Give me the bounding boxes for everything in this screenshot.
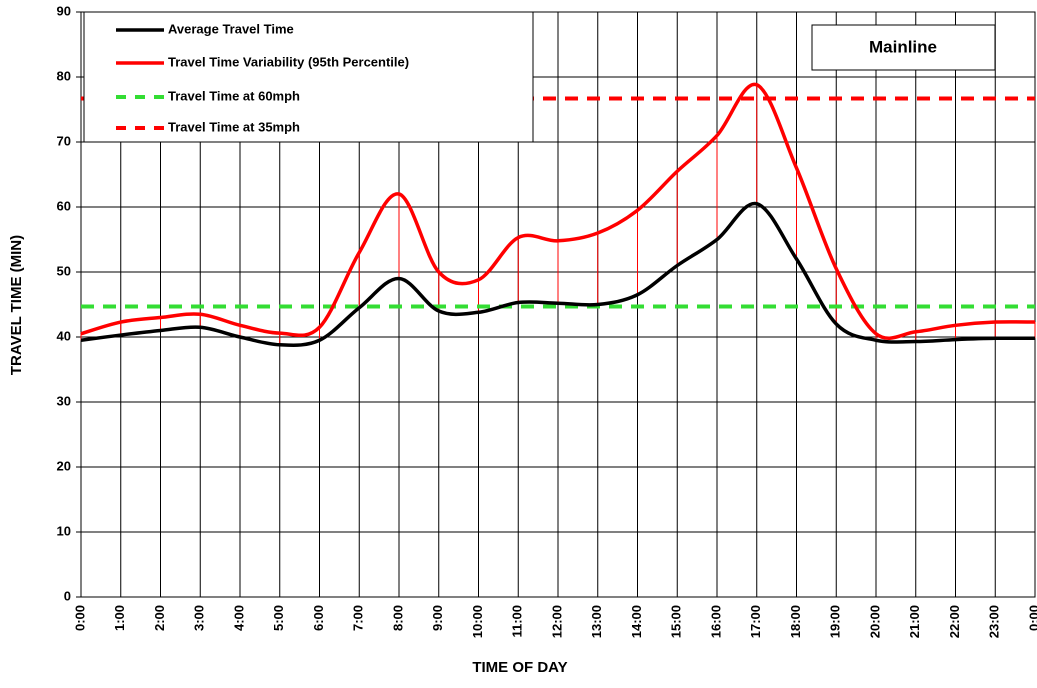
grid: 0 10 20 30 40 50 60 70 80 90 0:00 1:00 2:00 3:00 4:00 5… [57, 3, 1037, 638]
y-tick-label: 60 [57, 198, 71, 213]
x-tick-label: 5:00 [271, 605, 286, 631]
x-tick-label: 4:00 [231, 605, 246, 631]
x-tick-label: 0:00 [72, 605, 87, 631]
x-tick-label: 21:00 [907, 605, 922, 638]
x-tick-label: 12:00 [549, 605, 564, 638]
x-tick-label: 20:00 [867, 605, 882, 638]
x-tick-label: 0:00 [1026, 605, 1037, 631]
legend-label: Average Travel Time [168, 21, 294, 36]
legend-label: Travel Time at 60mph [168, 88, 300, 103]
y-tick-label: 80 [57, 68, 71, 83]
x-tick-label: 16:00 [708, 605, 723, 638]
x-tick-label: 18:00 [788, 605, 803, 638]
annotation-box [811, 24, 996, 71]
x-axis-title: TIME OF DAY [472, 659, 567, 676]
series-line [80, 201, 1036, 347]
x-tick-label: 17:00 [748, 605, 763, 638]
x-tick-label: 19:00 [828, 605, 843, 638]
x-tick-label: 15:00 [669, 605, 684, 638]
y-tick-label: 10 [57, 523, 71, 538]
x-tick-label: 7:00 [351, 605, 366, 631]
legend-box [83, 11, 534, 143]
series-line [80, 82, 1036, 340]
y-tick-label: 40 [57, 328, 71, 343]
x-tick-label: 13:00 [589, 605, 604, 638]
x-tick-label: 8:00 [390, 605, 405, 631]
y-tick-label: 0 [64, 588, 71, 603]
x-tick-label: 23:00 [987, 605, 1002, 638]
x-tick-label: 1:00 [112, 605, 127, 631]
y-tick-label: 90 [57, 3, 71, 18]
x-tick-label: 3:00 [192, 605, 207, 631]
y-tick-label: 20 [57, 458, 71, 473]
x-tick-label: 6:00 [311, 605, 326, 631]
x-tick-label: 2:00 [152, 605, 167, 631]
legend: Average Travel Time Travel Time Variabili… [116, 21, 409, 134]
x-tick-label: 10:00 [470, 605, 485, 638]
legend-label: Travel Time Variability (95th Percentile… [168, 54, 409, 69]
x-tick-label: 22:00 [947, 605, 962, 638]
x-tick-label: 14:00 [629, 605, 644, 638]
x-tick-label: 11:00 [510, 605, 525, 638]
legend-label: Travel Time at 35mph [168, 119, 300, 134]
annotation: Mainline [869, 37, 937, 56]
x-tick-label: 9:00 [430, 605, 445, 631]
y-axis-title: TRAVEL TIME (MIN) [8, 235, 25, 375]
y-tick-label: 30 [57, 393, 71, 408]
y-tick-label: 70 [57, 133, 71, 148]
y-tick-label: 50 [57, 263, 71, 278]
